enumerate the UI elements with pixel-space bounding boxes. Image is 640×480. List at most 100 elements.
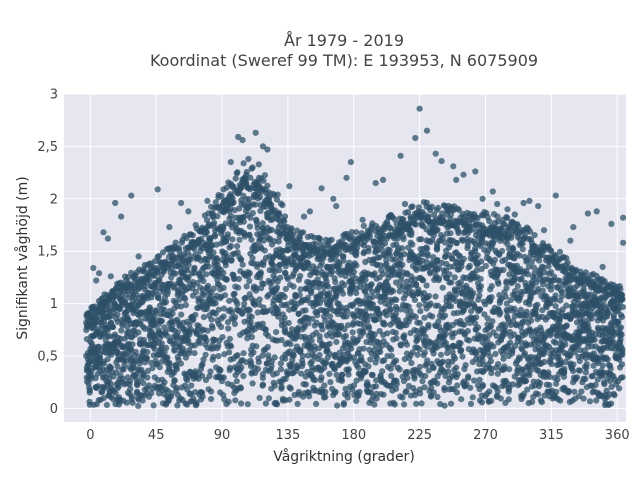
data-point — [437, 351, 445, 358]
data-point — [475, 324, 482, 331]
data-point — [494, 388, 501, 395]
data-point — [494, 278, 501, 285]
data-point — [458, 347, 465, 354]
data-point — [351, 354, 358, 361]
data-point — [220, 284, 227, 291]
data-point — [162, 298, 170, 306]
data-point — [250, 349, 257, 356]
data-point — [304, 294, 312, 301]
data-point — [211, 231, 218, 239]
data-point — [200, 314, 207, 321]
data-point — [429, 364, 436, 371]
data-point — [144, 367, 152, 374]
data-point — [119, 375, 126, 382]
data-point — [367, 356, 374, 363]
data-point — [87, 338, 94, 345]
data-point — [287, 341, 294, 348]
data-point — [473, 314, 480, 321]
data-point — [179, 345, 186, 352]
data-point — [573, 374, 581, 381]
data-point — [492, 350, 499, 358]
data-point — [616, 385, 623, 392]
data-point — [537, 380, 544, 387]
data-point — [371, 238, 378, 245]
data-point — [478, 258, 485, 265]
outlier-point — [343, 174, 350, 181]
data-point — [150, 402, 157, 409]
data-point — [466, 301, 473, 308]
outlier-point — [372, 180, 379, 187]
data-point — [273, 196, 280, 203]
data-point — [538, 399, 546, 406]
data-point — [285, 319, 292, 327]
data-point — [248, 313, 255, 320]
data-point — [451, 274, 458, 281]
outlier-point — [479, 195, 486, 202]
data-point — [275, 209, 282, 216]
data-point — [267, 366, 275, 373]
data-point — [220, 313, 227, 320]
data-point — [259, 352, 266, 359]
data-point — [464, 242, 471, 249]
data-point — [288, 225, 295, 232]
data-point — [526, 301, 533, 308]
data-point — [423, 199, 430, 206]
outlier-point — [504, 206, 511, 213]
outlier-point — [90, 264, 97, 272]
data-point — [184, 249, 191, 256]
data-point — [220, 305, 227, 312]
data-point — [497, 309, 504, 316]
data-point — [326, 370, 333, 377]
data-point — [419, 378, 426, 385]
data-point — [195, 236, 202, 243]
outlier-point — [210, 221, 217, 229]
data-point — [511, 274, 519, 281]
data-point — [265, 332, 272, 339]
data-point — [305, 389, 312, 396]
data-point — [216, 366, 223, 373]
data-point — [453, 389, 460, 396]
data-point — [509, 347, 516, 354]
data-point — [593, 397, 600, 404]
data-point — [123, 399, 130, 406]
data-point — [277, 366, 284, 373]
data-point — [589, 372, 596, 380]
data-point — [389, 288, 397, 295]
data-point — [427, 300, 434, 307]
data-point — [238, 182, 245, 189]
data-point — [191, 350, 198, 357]
data-point — [218, 323, 225, 331]
y-tick-label: 0,5 — [37, 349, 58, 364]
data-point — [262, 400, 269, 407]
data-point — [298, 370, 305, 377]
data-point — [313, 400, 320, 407]
outlier-point — [584, 210, 592, 217]
outlier-point — [93, 277, 100, 284]
data-point — [557, 397, 564, 404]
data-point — [607, 378, 614, 385]
data-point — [607, 400, 615, 407]
data-point — [207, 368, 214, 375]
data-point — [445, 368, 452, 375]
data-point — [277, 360, 284, 367]
data-point — [215, 306, 222, 313]
data-point — [223, 184, 230, 191]
data-point — [554, 376, 561, 383]
data-point — [619, 304, 627, 311]
data-point — [339, 290, 347, 297]
data-point — [457, 340, 464, 347]
outlier-point — [453, 176, 460, 183]
data-point — [525, 263, 533, 270]
data-point — [293, 334, 300, 341]
data-point — [530, 264, 537, 271]
x-tick-label: 315 — [539, 428, 564, 443]
data-point — [401, 332, 408, 339]
data-point — [374, 286, 381, 293]
outlier-point — [526, 197, 533, 204]
data-point — [473, 351, 480, 358]
data-point — [282, 285, 289, 292]
data-point — [563, 322, 570, 329]
data-point — [369, 288, 376, 295]
data-point — [246, 307, 253, 314]
data-point — [312, 240, 319, 247]
